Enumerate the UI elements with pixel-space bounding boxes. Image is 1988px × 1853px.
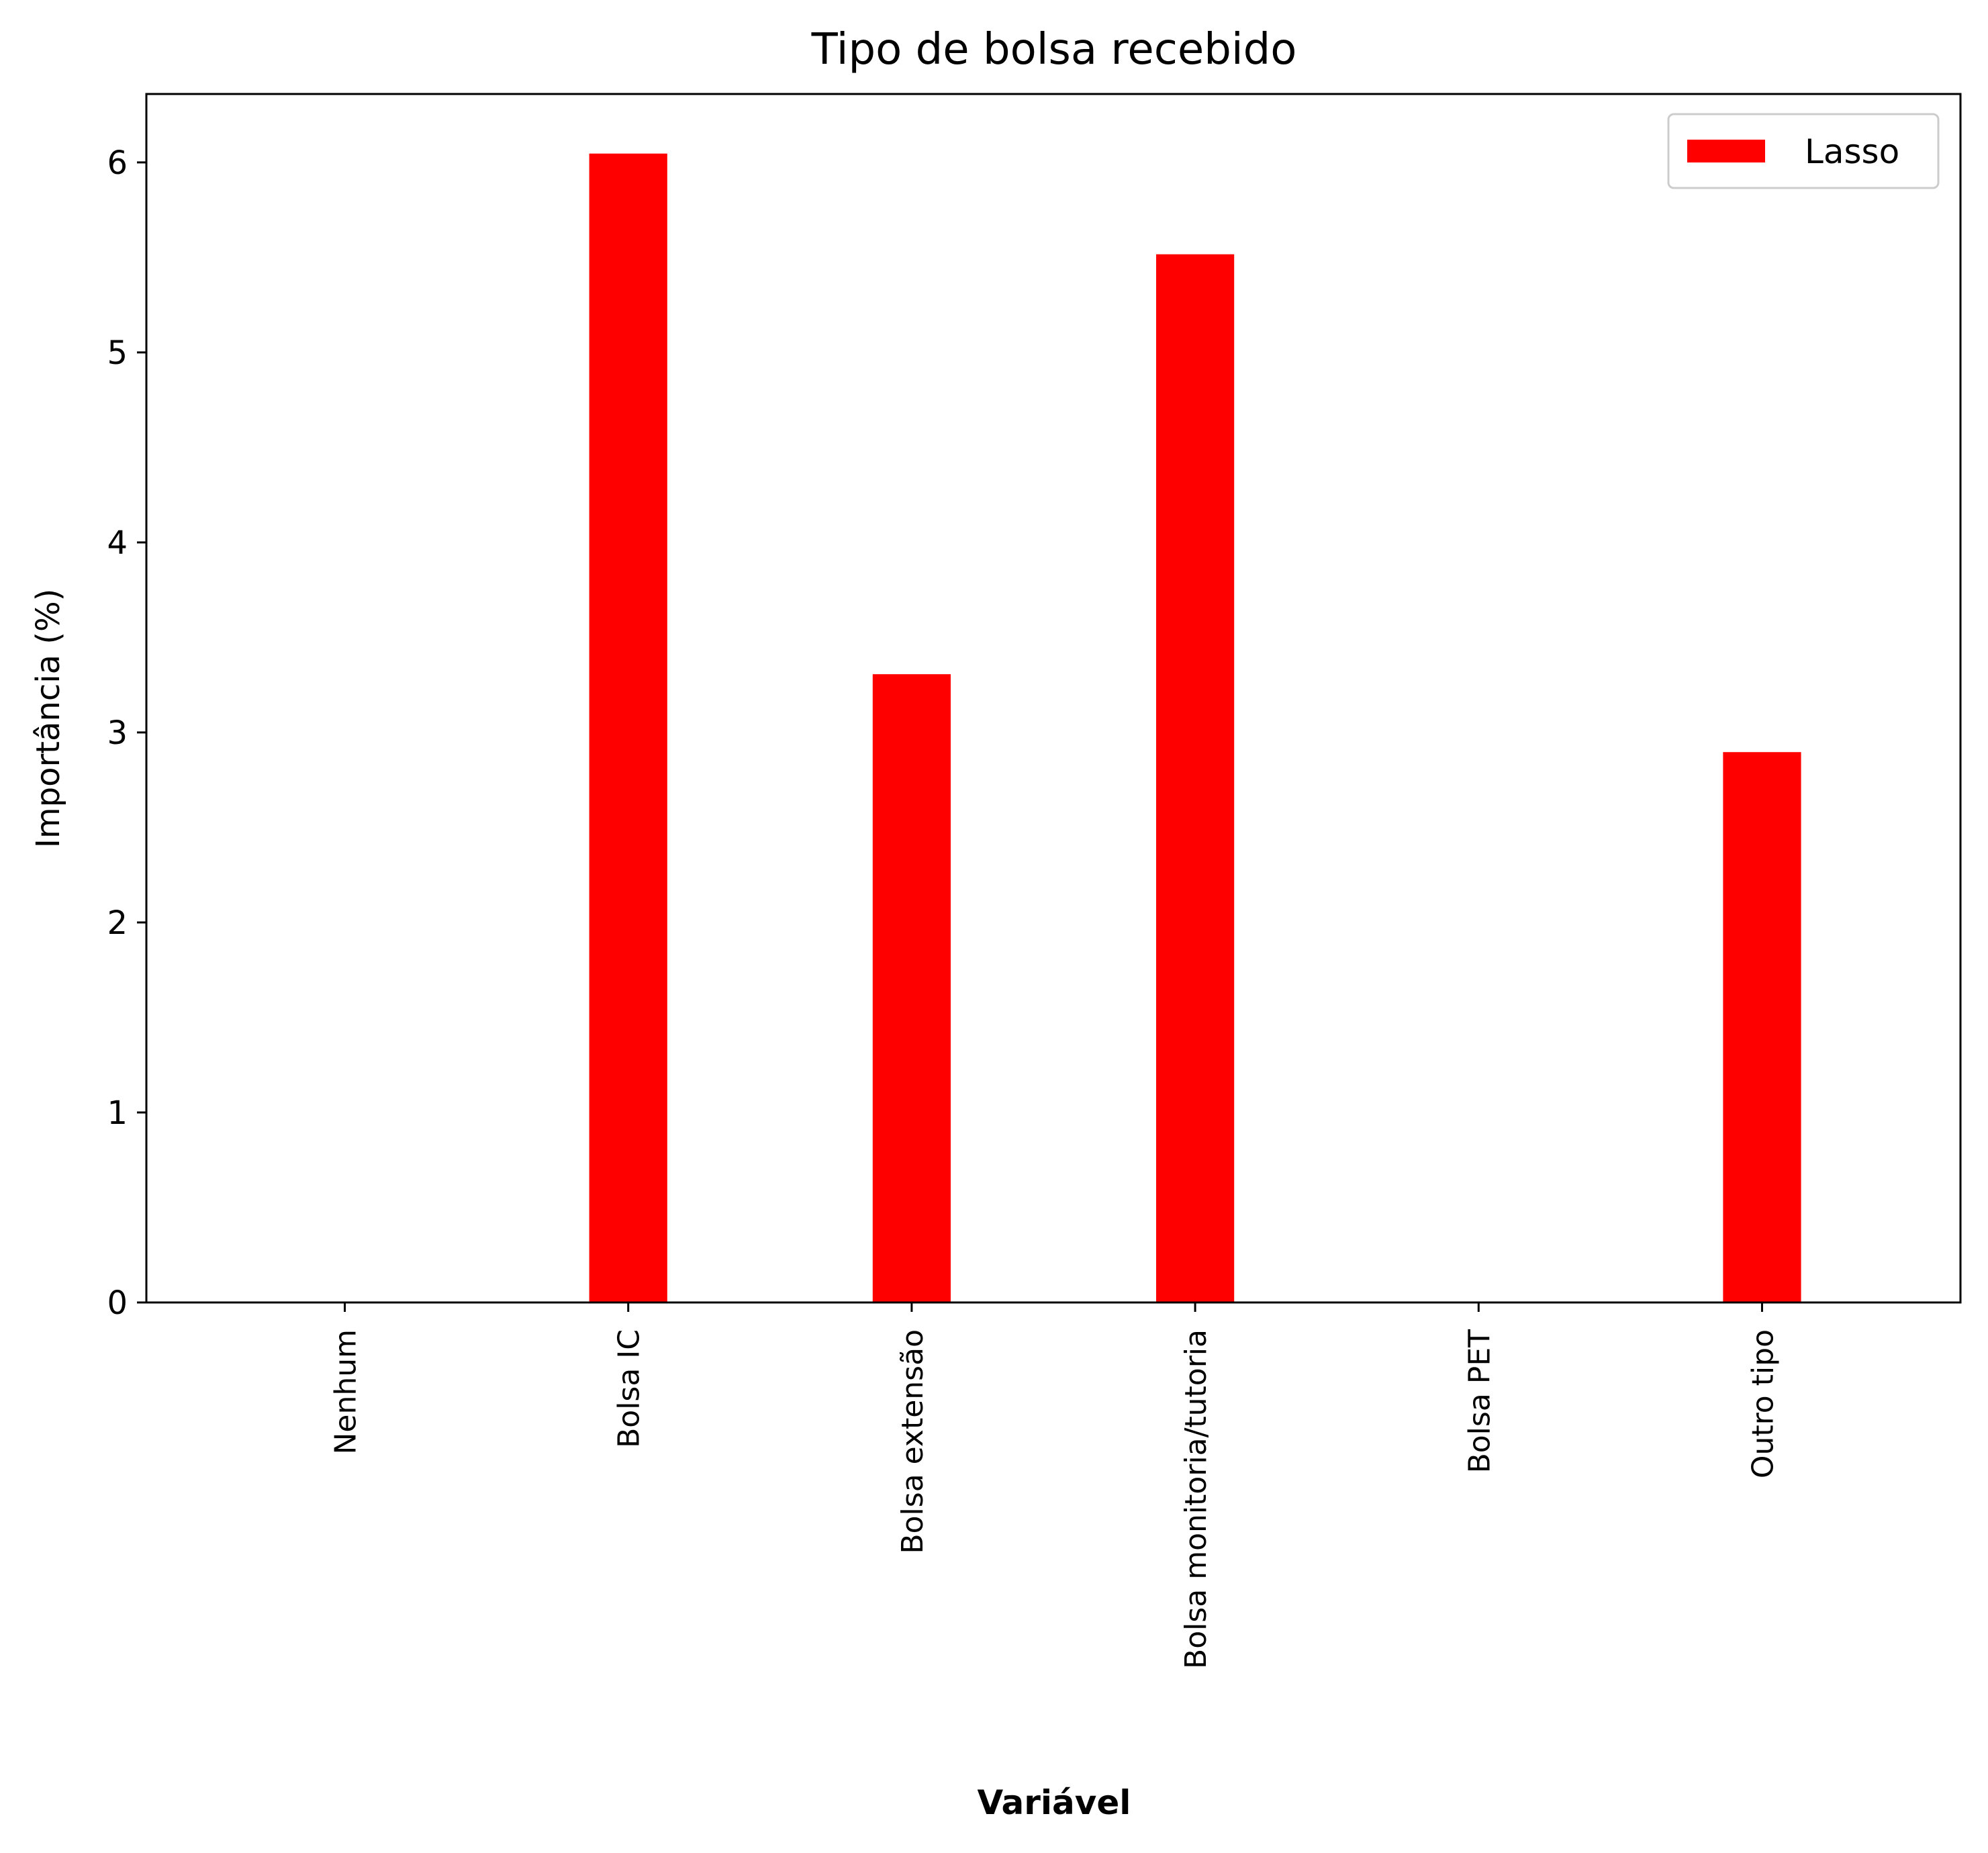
chart-title: Tipo de bolsa recebido — [811, 25, 1297, 75]
x-tick-label: Bolsa PET — [1462, 1329, 1497, 1474]
x-tick-label: Outro tipo — [1746, 1329, 1780, 1478]
legend-box — [1667, 113, 1940, 189]
x-tick-label: Bolsa extensão — [896, 1329, 930, 1554]
x-tick-label: Bolsa monitoria/tutoria — [1179, 1329, 1213, 1669]
y-tick-label: 3 — [107, 714, 128, 752]
bar — [587, 152, 669, 1304]
y-axis-label: Importância (%) — [30, 589, 67, 849]
bar — [871, 673, 953, 1303]
legend-label: Lasso — [1805, 132, 1899, 171]
axes-frame — [145, 93, 1962, 1304]
y-tick-label: 1 — [107, 1094, 128, 1132]
bar — [1154, 252, 1236, 1303]
x-axis-label: Variável — [978, 1783, 1131, 1822]
y-tick-label: 2 — [107, 904, 128, 942]
y-tick-label: 6 — [107, 144, 128, 182]
plot-area: 0 1 2 3 4 5 6 Nenhum Bolsa IC Bolsa extensão Bolsa… — [107, 93, 1962, 1669]
legend-swatch — [1687, 140, 1765, 162]
bar — [1721, 751, 1803, 1303]
x-tick-label: Nenhum — [329, 1329, 363, 1455]
y-tick-label: 4 — [107, 524, 128, 562]
y-tick-label: 0 — [107, 1284, 128, 1322]
y-tick-label: 5 — [107, 334, 128, 372]
x-tick-label: Bolsa IC — [612, 1329, 647, 1448]
